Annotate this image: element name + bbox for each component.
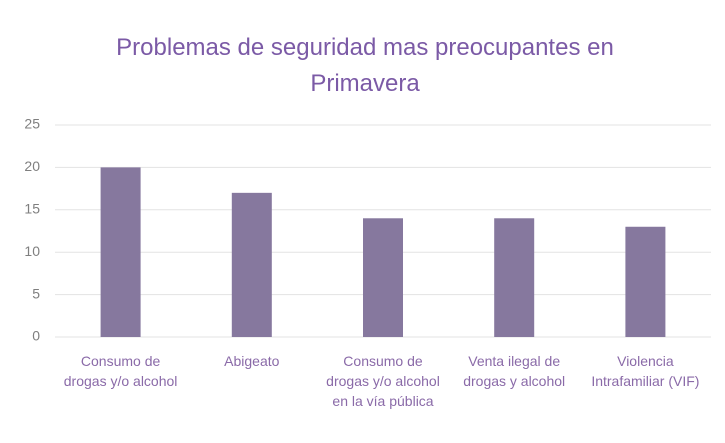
x-tick-label: Venta ilegal de drogas y alcohol <box>463 353 566 389</box>
bar <box>231 192 272 337</box>
bar <box>363 218 403 337</box>
bar <box>100 167 141 337</box>
y-tick-label: 10 <box>24 243 40 259</box>
bar <box>625 226 666 337</box>
x-tick-label: Violencia Intrafamiliar (VIF) <box>591 353 700 389</box>
x-tick-label: Consumo de drogas y/o alcohol <box>63 353 178 389</box>
bar <box>494 218 535 337</box>
y-tick-label: 25 <box>24 116 40 132</box>
y-tick-label: 20 <box>24 158 40 174</box>
y-tick-label: 5 <box>32 285 40 301</box>
y-tick-label: 0 <box>32 328 40 344</box>
chart-title: Problemas de seguridad mas preocupantes … <box>116 34 614 97</box>
x-tick-label: Consumo de drogas y/o alcohol en la vía … <box>326 353 440 409</box>
y-tick-label: 15 <box>24 201 40 217</box>
x-tick-label: Abigeato <box>224 353 280 369</box>
